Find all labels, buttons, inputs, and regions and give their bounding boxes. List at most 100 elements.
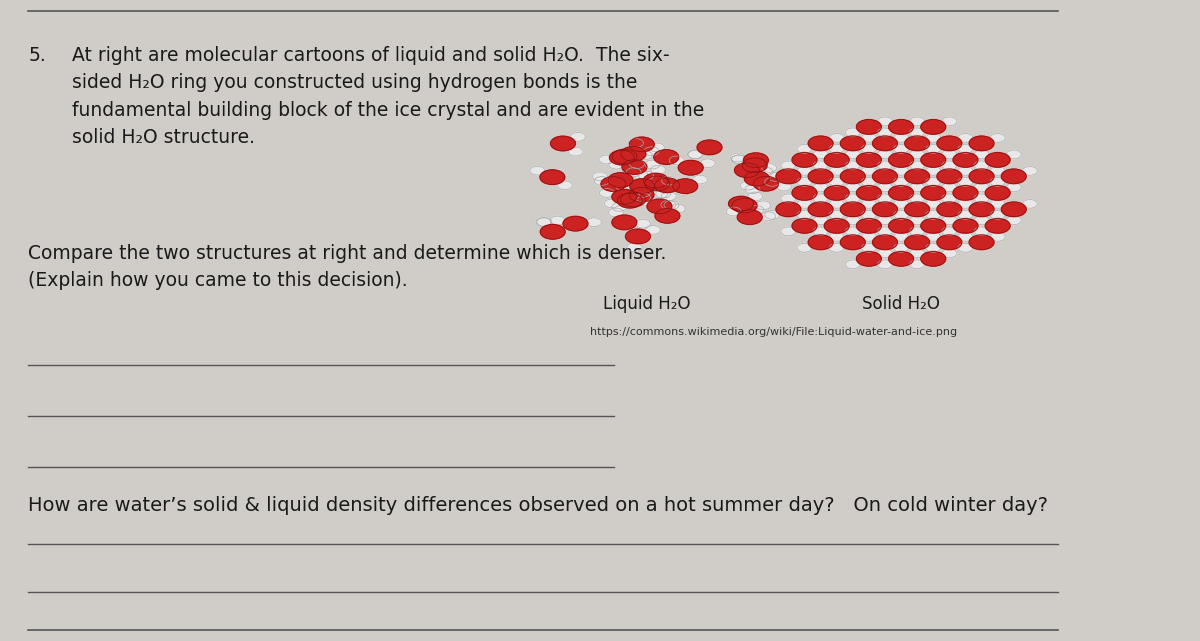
Circle shape: [637, 151, 653, 160]
Circle shape: [540, 224, 565, 239]
Circle shape: [756, 201, 770, 210]
Circle shape: [829, 210, 844, 219]
Circle shape: [654, 150, 679, 164]
Circle shape: [910, 249, 925, 258]
Circle shape: [814, 227, 828, 236]
Circle shape: [673, 179, 697, 194]
Circle shape: [877, 161, 893, 170]
Circle shape: [953, 185, 978, 200]
Circle shape: [617, 194, 642, 208]
Circle shape: [990, 133, 1006, 142]
Circle shape: [942, 117, 956, 126]
Circle shape: [630, 185, 644, 193]
Circle shape: [678, 160, 703, 175]
Circle shape: [638, 171, 654, 180]
Circle shape: [974, 227, 989, 236]
Circle shape: [797, 210, 812, 219]
Circle shape: [635, 197, 650, 206]
Circle shape: [824, 153, 850, 167]
Circle shape: [894, 199, 908, 208]
Text: Solid H₂O: Solid H₂O: [862, 295, 940, 313]
Circle shape: [1001, 202, 1026, 217]
Circle shape: [612, 149, 637, 164]
Circle shape: [629, 138, 643, 147]
Circle shape: [829, 244, 844, 252]
Circle shape: [872, 202, 898, 217]
Circle shape: [797, 167, 812, 175]
Circle shape: [630, 160, 644, 169]
Circle shape: [840, 202, 865, 217]
Circle shape: [894, 167, 908, 175]
Circle shape: [776, 202, 800, 217]
Circle shape: [670, 156, 684, 165]
Circle shape: [905, 202, 930, 217]
Circle shape: [889, 185, 913, 200]
Circle shape: [655, 189, 671, 198]
Circle shape: [764, 178, 780, 187]
Circle shape: [635, 188, 650, 197]
Circle shape: [958, 244, 973, 252]
Circle shape: [701, 159, 715, 168]
Circle shape: [732, 198, 757, 213]
Circle shape: [974, 216, 989, 225]
Circle shape: [910, 183, 925, 192]
Circle shape: [608, 208, 624, 217]
Circle shape: [620, 147, 646, 161]
Circle shape: [872, 235, 898, 249]
Circle shape: [970, 202, 994, 217]
Circle shape: [626, 168, 641, 177]
Circle shape: [648, 183, 662, 192]
Circle shape: [655, 178, 679, 192]
Circle shape: [636, 219, 650, 228]
Circle shape: [676, 187, 690, 196]
Circle shape: [926, 199, 941, 208]
Circle shape: [697, 140, 722, 154]
Circle shape: [910, 161, 924, 170]
Circle shape: [926, 233, 941, 241]
Circle shape: [637, 187, 652, 196]
Circle shape: [840, 235, 865, 249]
Circle shape: [925, 144, 941, 153]
Circle shape: [1022, 167, 1037, 175]
Circle shape: [829, 167, 845, 175]
Circle shape: [845, 260, 860, 269]
Circle shape: [632, 170, 648, 179]
Circle shape: [974, 150, 989, 159]
Circle shape: [608, 172, 632, 187]
Circle shape: [739, 210, 755, 219]
Circle shape: [797, 199, 812, 208]
Circle shape: [655, 208, 680, 223]
Circle shape: [920, 185, 946, 200]
Circle shape: [889, 153, 913, 167]
Circle shape: [743, 158, 767, 172]
Circle shape: [530, 166, 545, 175]
Circle shape: [845, 227, 860, 236]
Circle shape: [857, 219, 881, 233]
Circle shape: [612, 203, 626, 212]
Circle shape: [942, 183, 956, 192]
Circle shape: [974, 183, 989, 192]
Text: At right are molecular cartoons of liquid and solid H₂O.  The six-
sided H₂O rin: At right are molecular cartoons of liqui…: [72, 46, 704, 147]
Circle shape: [910, 260, 924, 269]
Circle shape: [808, 235, 833, 249]
Circle shape: [594, 176, 610, 185]
Circle shape: [937, 202, 962, 217]
Circle shape: [985, 153, 1010, 167]
Circle shape: [910, 216, 925, 225]
Circle shape: [857, 185, 881, 200]
Circle shape: [610, 150, 635, 165]
Circle shape: [620, 192, 646, 207]
Circle shape: [920, 153, 946, 167]
Circle shape: [942, 161, 956, 170]
Circle shape: [644, 176, 670, 190]
Circle shape: [889, 219, 913, 233]
Circle shape: [664, 201, 679, 210]
Circle shape: [926, 133, 941, 142]
Circle shape: [937, 169, 962, 184]
Circle shape: [781, 227, 796, 236]
Circle shape: [728, 196, 754, 211]
Circle shape: [958, 210, 973, 219]
Circle shape: [754, 176, 779, 191]
Circle shape: [905, 136, 930, 151]
Circle shape: [829, 199, 845, 208]
